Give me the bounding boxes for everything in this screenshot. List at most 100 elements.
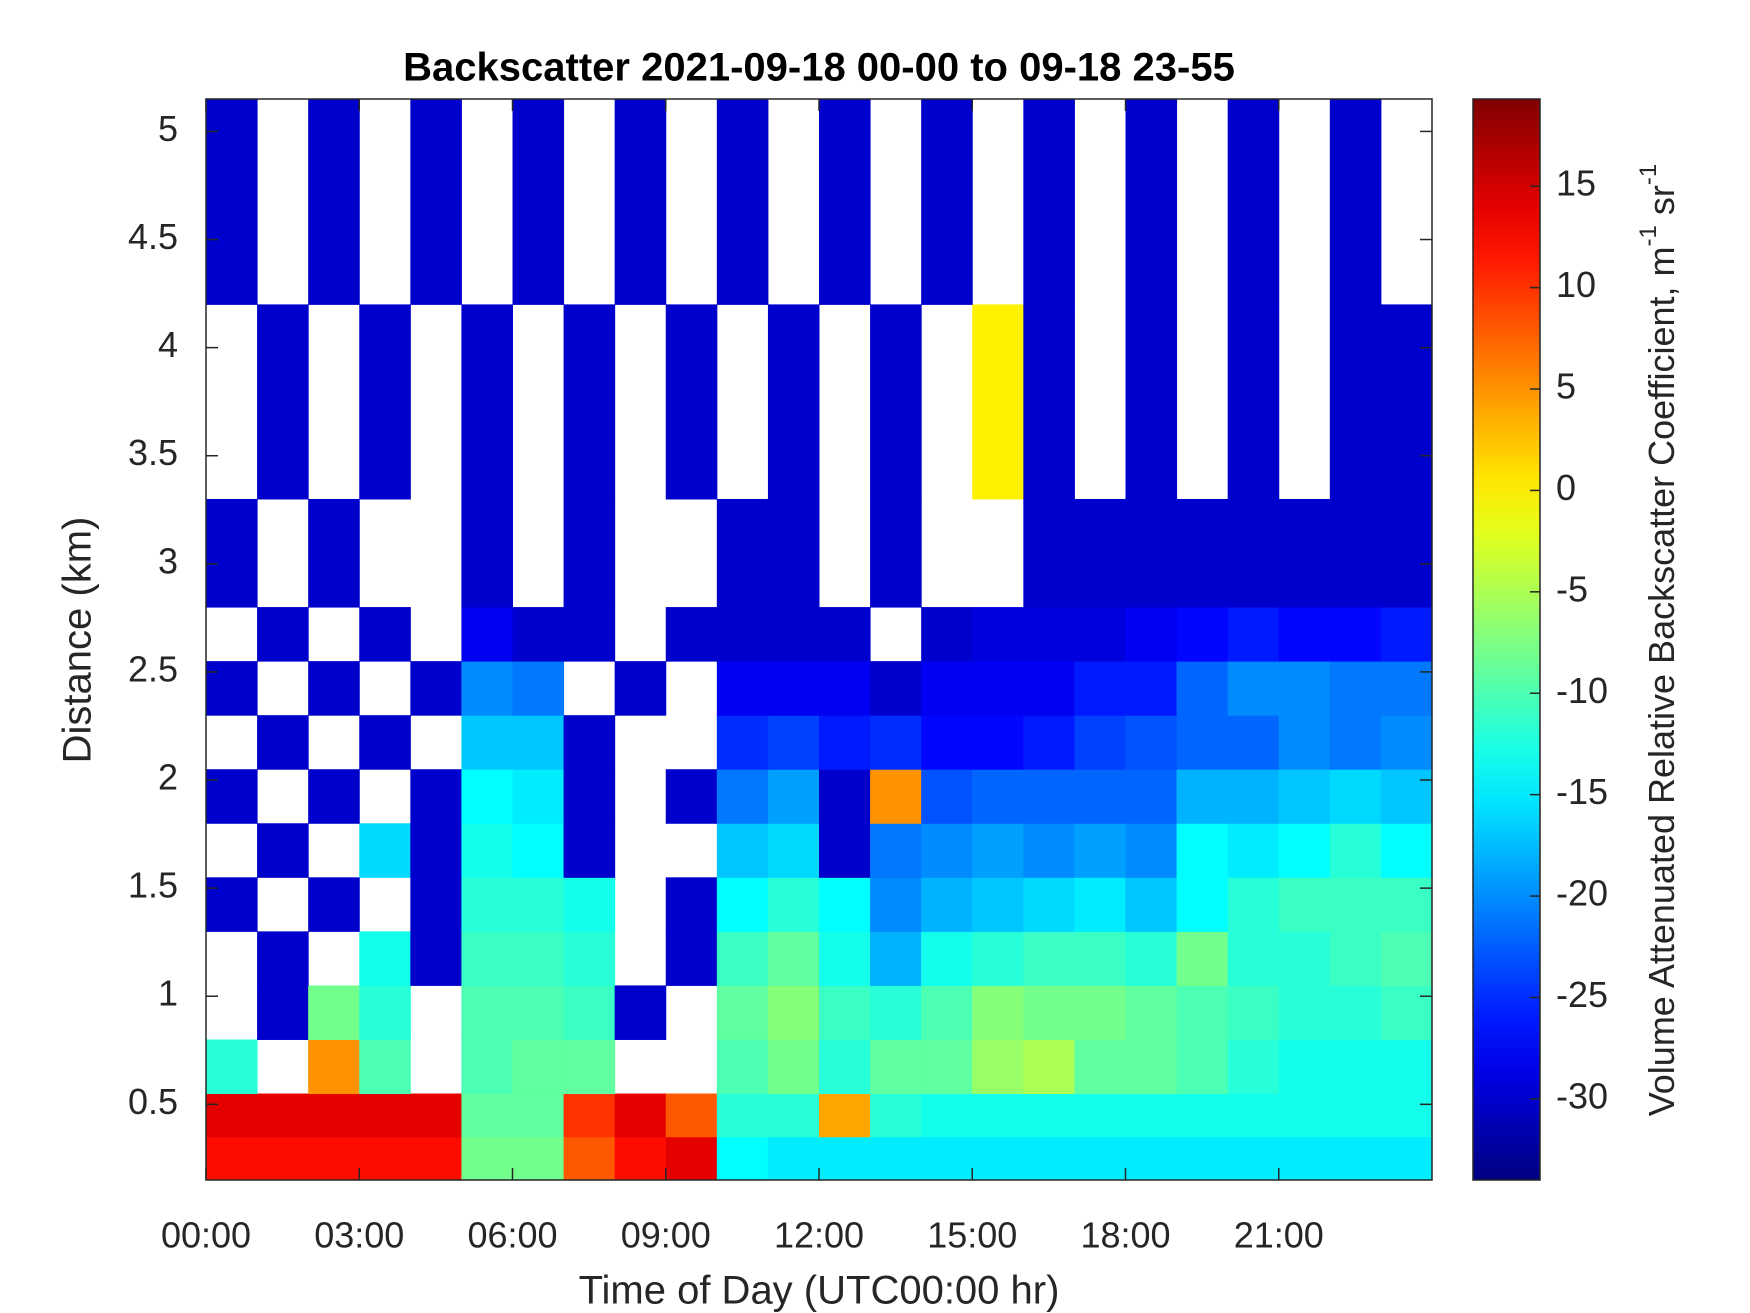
heatmap-cell xyxy=(614,1136,667,1181)
colorbar-tick-label: -10 xyxy=(1556,670,1608,711)
heatmap-cell xyxy=(1227,715,1280,770)
heatmap-cell xyxy=(1329,823,1382,878)
heatmap-cell xyxy=(1278,607,1331,662)
heatmap-cell xyxy=(359,931,411,986)
heatmap-cell xyxy=(665,877,718,932)
heatmap-cell xyxy=(1176,498,1229,608)
heatmap-cell xyxy=(1125,769,1178,824)
heatmap-cell xyxy=(257,931,309,986)
x-tick-label: 06:00 xyxy=(467,1215,557,1256)
heatmap-cell xyxy=(1227,661,1280,716)
heatmap-cell xyxy=(972,1039,1024,1095)
heatmap-cell xyxy=(767,1039,820,1095)
chart-title: Backscatter 2021-09-18 00-00 to 09-18 23… xyxy=(403,46,1235,90)
heatmap-cell xyxy=(1329,931,1382,986)
heatmap-cell xyxy=(512,985,565,1040)
heatmap-cell xyxy=(767,715,820,770)
heatmap-cell xyxy=(461,715,513,770)
heatmap-cell xyxy=(1227,1093,1280,1138)
heatmap-cell xyxy=(461,769,513,824)
heatmap-cell xyxy=(461,1039,513,1095)
heatmap-cell xyxy=(870,769,922,824)
heatmap-cell xyxy=(410,877,462,932)
heatmap-cell xyxy=(716,498,769,608)
heatmap-cell xyxy=(1227,931,1280,986)
colorbar-tick-label: 5 xyxy=(1556,366,1576,407)
heatmap-cell xyxy=(359,304,411,500)
heatmap-cell xyxy=(359,1136,411,1181)
heatmap-cell xyxy=(1227,99,1280,305)
heatmap-cell xyxy=(1380,715,1433,770)
heatmap-cell xyxy=(665,931,718,986)
heatmap-cell xyxy=(410,99,462,305)
heatmap-cell xyxy=(563,1093,616,1138)
heatmap-cell xyxy=(1329,877,1382,932)
heatmap-cell xyxy=(461,985,513,1040)
heatmap-cell xyxy=(1278,1039,1331,1095)
heatmap-cell xyxy=(206,769,258,824)
heatmap-cell xyxy=(359,1093,411,1138)
heatmap-cell xyxy=(665,1093,718,1138)
y-tick-label: 4 xyxy=(158,324,178,365)
colorbar-tick-label: 10 xyxy=(1556,264,1596,305)
heatmap-cell xyxy=(410,1093,462,1138)
heatmap-cell xyxy=(921,1093,973,1138)
colorbar-tick-label: -30 xyxy=(1556,1075,1608,1116)
heatmap-cell xyxy=(972,607,1024,662)
heatmap-cell xyxy=(257,1093,309,1138)
heatmap-cell xyxy=(410,931,462,986)
x-tick-label: 03:00 xyxy=(314,1215,404,1256)
heatmap-cell xyxy=(1125,823,1178,878)
heatmap-cell xyxy=(206,498,258,608)
y-tick-label: 3.5 xyxy=(128,432,178,473)
heatmap-cell xyxy=(870,877,922,932)
heatmap-cell xyxy=(1227,304,1280,500)
heatmap-cell xyxy=(1176,823,1229,878)
heatmap-cell xyxy=(1278,931,1331,986)
heatmap-cell xyxy=(716,877,769,932)
heatmap-cell xyxy=(767,877,820,932)
heatmap-cell xyxy=(257,607,309,662)
heatmap-cell xyxy=(1329,715,1382,770)
heatmap-cell xyxy=(512,1093,565,1138)
heatmap-cell xyxy=(563,607,616,662)
heatmap-cell xyxy=(1125,715,1178,770)
heatmap-cell xyxy=(1227,607,1280,662)
heatmap-cell xyxy=(1278,715,1331,770)
heatmap-cell xyxy=(206,99,258,305)
heatmap-cell xyxy=(870,304,922,500)
heatmap-cell xyxy=(1176,985,1229,1040)
heatmap-cell xyxy=(870,931,922,986)
heatmap-cell xyxy=(921,99,973,305)
heatmap-cell xyxy=(819,715,871,770)
heatmap-cell xyxy=(512,661,565,716)
heatmap-cell xyxy=(461,931,513,986)
heatmap-cell xyxy=(512,931,565,986)
heatmap-cell xyxy=(921,715,973,770)
heatmap-cell xyxy=(1176,877,1229,932)
y-tick-label: 5 xyxy=(158,108,178,149)
heatmap-cell xyxy=(870,498,922,608)
colorbar-tick-label: -5 xyxy=(1556,568,1588,609)
heatmap-cell xyxy=(870,661,922,716)
heatmap-cell xyxy=(410,1136,462,1181)
y-tick-label: 2.5 xyxy=(128,648,178,689)
heatmap-cell xyxy=(512,877,565,932)
colorbar-label-sup: -1 xyxy=(1635,225,1662,246)
heatmap-cell xyxy=(767,769,820,824)
x-tick-label: 15:00 xyxy=(927,1215,1017,1256)
heatmap-cell xyxy=(563,498,616,608)
y-tick-label: 0.5 xyxy=(128,1081,178,1122)
heatmap-cell xyxy=(1227,823,1280,878)
heatmap-cell xyxy=(921,607,973,662)
heatmap-cell xyxy=(870,1093,922,1138)
heatmap-cell xyxy=(1329,661,1382,716)
heatmap-cell xyxy=(921,769,973,824)
colorbar xyxy=(1472,98,1541,1181)
y-axis-label: Distance (km) xyxy=(56,517,100,764)
heatmap-cell xyxy=(716,823,769,878)
heatmap-cell xyxy=(1176,1093,1229,1138)
heatmap-cell xyxy=(1329,99,1382,305)
heatmap-cell xyxy=(512,1136,565,1181)
